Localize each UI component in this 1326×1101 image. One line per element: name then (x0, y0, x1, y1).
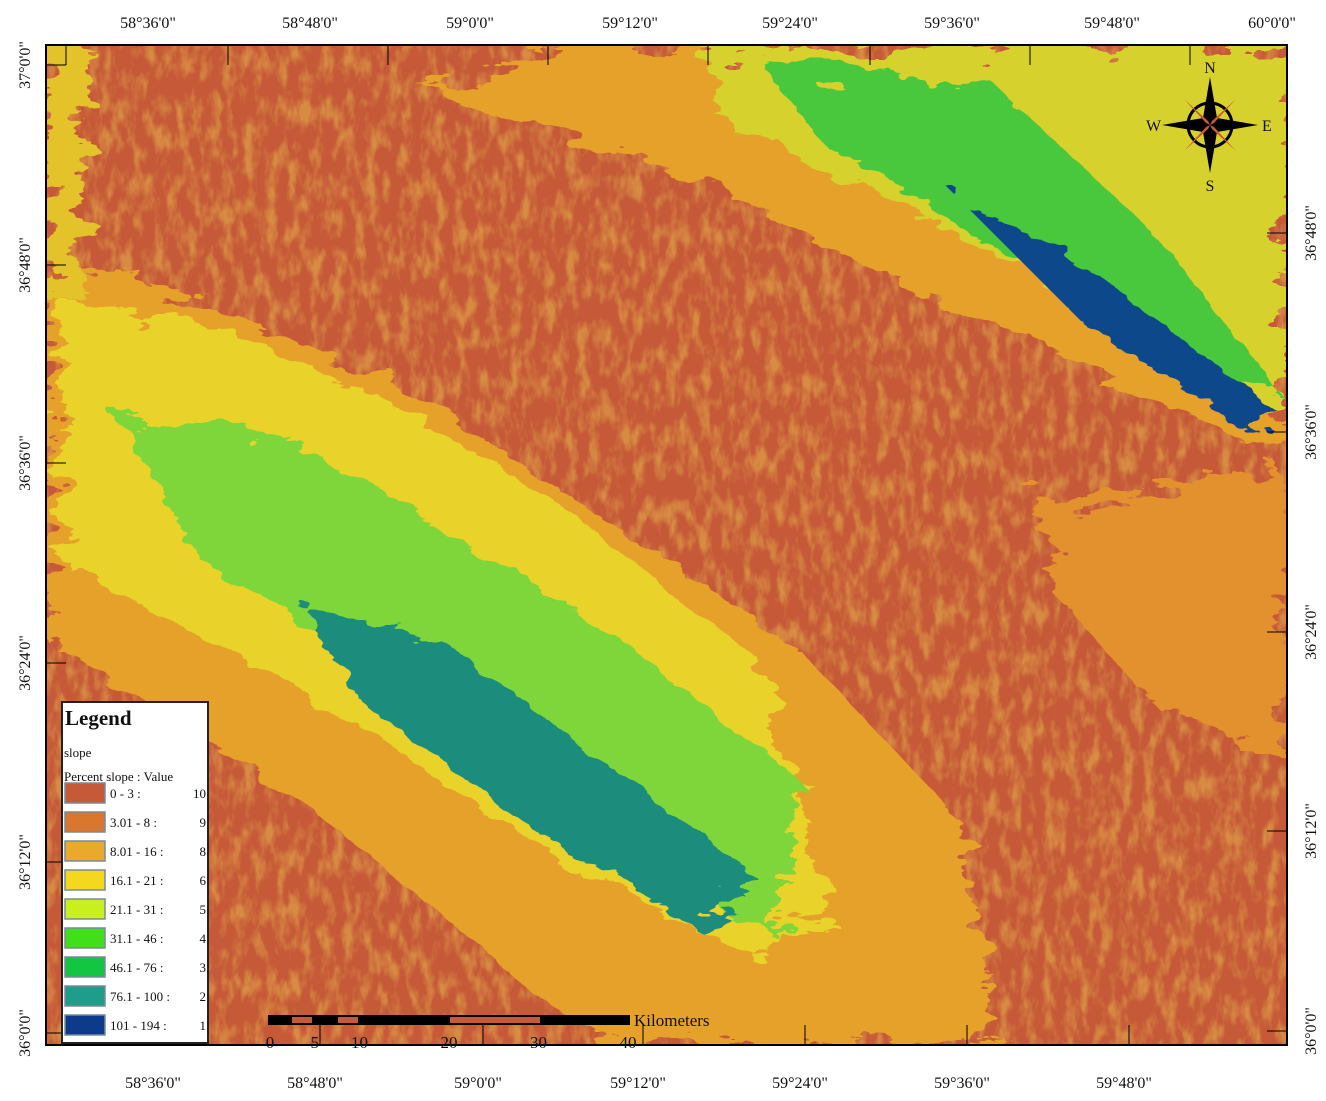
legend-value: 3 (200, 960, 207, 975)
scale-label: 30 (530, 1033, 547, 1052)
legend-value: 5 (200, 902, 207, 917)
bottom-label: 59°36'0" (934, 1075, 990, 1092)
right-label: 36°12'0" (1303, 803, 1320, 859)
top-label: 59°48'0" (1084, 15, 1140, 32)
legend-swatch (65, 1015, 105, 1035)
legend-label: 21.1 - 31 : (110, 902, 163, 917)
legend-title: Legend (65, 706, 132, 730)
left-label: 36°24'0" (17, 635, 34, 691)
left-label: 36°48'0" (17, 237, 34, 293)
top-label: 59°24'0" (762, 15, 818, 32)
bottom-label: 59°24'0" (772, 1075, 828, 1092)
legend-subtitle: Percent slope : Value (64, 769, 173, 784)
bottom-label: 59°12'0" (610, 1075, 666, 1092)
legend-label: 3.01 - 8 : (110, 815, 157, 830)
legend-swatch (65, 870, 105, 890)
legend-swatch (65, 841, 105, 861)
scale-bar-segment (292, 1017, 312, 1023)
legend-swatch (65, 812, 105, 832)
compass-w: W (1146, 118, 1162, 135)
compass-s: S (1206, 178, 1215, 195)
legend-swatch (65, 783, 105, 803)
right-label: 36°36'0" (1303, 404, 1320, 460)
legend-swatch (65, 986, 105, 1006)
left-label: 37°0'0" (17, 41, 34, 89)
scale-label: 10 (351, 1033, 368, 1052)
legend-label: 101 - 194 : (110, 1018, 167, 1033)
right-label: 36°0'0" (1303, 1007, 1320, 1055)
legend-field: slope (64, 745, 92, 760)
left-label: 36°36'0" (17, 435, 34, 491)
right-label: 36°48'0" (1303, 205, 1320, 261)
legend-label: 8.01 - 16 : (110, 844, 163, 859)
legend-value: 9 (200, 815, 207, 830)
slope-raster (46, 45, 1287, 1045)
compass-e: E (1262, 118, 1272, 135)
legend: Legend slope Percent slope : Value 0 - 3… (62, 702, 208, 1043)
bottom-label: 59°48'0" (1096, 1075, 1152, 1092)
scale-label: 20 (441, 1033, 458, 1052)
bottom-label: 59°0'0" (454, 1075, 502, 1092)
legend-value: 10 (193, 786, 206, 801)
legend-value: 4 (200, 931, 207, 946)
scale-bar-segment (338, 1017, 358, 1023)
right-label: 36°24'0" (1303, 604, 1320, 660)
map-figure: 58°36'0" 58°48'0" 59°0'0" 59°12'0" 59°24'0" 5… (0, 0, 1326, 1096)
legend-label: 31.1 - 46 : (110, 931, 163, 946)
top-label: 59°0'0" (446, 15, 494, 32)
left-label: 36°0'0" (17, 1009, 34, 1057)
scale-label: 40 (620, 1033, 637, 1052)
top-label: 60°0'0" (1248, 15, 1296, 32)
legend-label: 76.1 - 100 : (110, 989, 170, 1004)
legend-label: 46.1 - 76 : (110, 960, 163, 975)
bottom-label: 58°48'0" (287, 1075, 343, 1092)
legend-value: 2 (200, 989, 207, 1004)
legend-value: 6 (200, 873, 207, 888)
scale-label: 5 (311, 1033, 320, 1052)
scale-bar-segment (450, 1017, 540, 1023)
scale-bar-body (268, 1015, 630, 1025)
scale-label: 0 (266, 1033, 275, 1052)
legend-label: 16.1 - 21 : (110, 873, 163, 888)
left-label: 36°12'0" (17, 834, 34, 890)
legend-swatch (65, 928, 105, 948)
legend-swatch (65, 957, 105, 977)
compass-n: N (1204, 60, 1216, 77)
legend-swatch (65, 899, 105, 919)
top-label: 58°48'0" (282, 15, 338, 32)
scale-unit: Kilometers (634, 1011, 710, 1030)
bottom-label: 58°36'0" (125, 1075, 181, 1092)
top-label: 58°36'0" (120, 15, 176, 32)
legend-value: 8 (200, 844, 207, 859)
legend-value: 1 (200, 1018, 207, 1033)
legend-label: 0 - 3 : (110, 786, 141, 801)
top-label: 59°12'0" (602, 15, 658, 32)
top-label: 59°36'0" (924, 15, 980, 32)
